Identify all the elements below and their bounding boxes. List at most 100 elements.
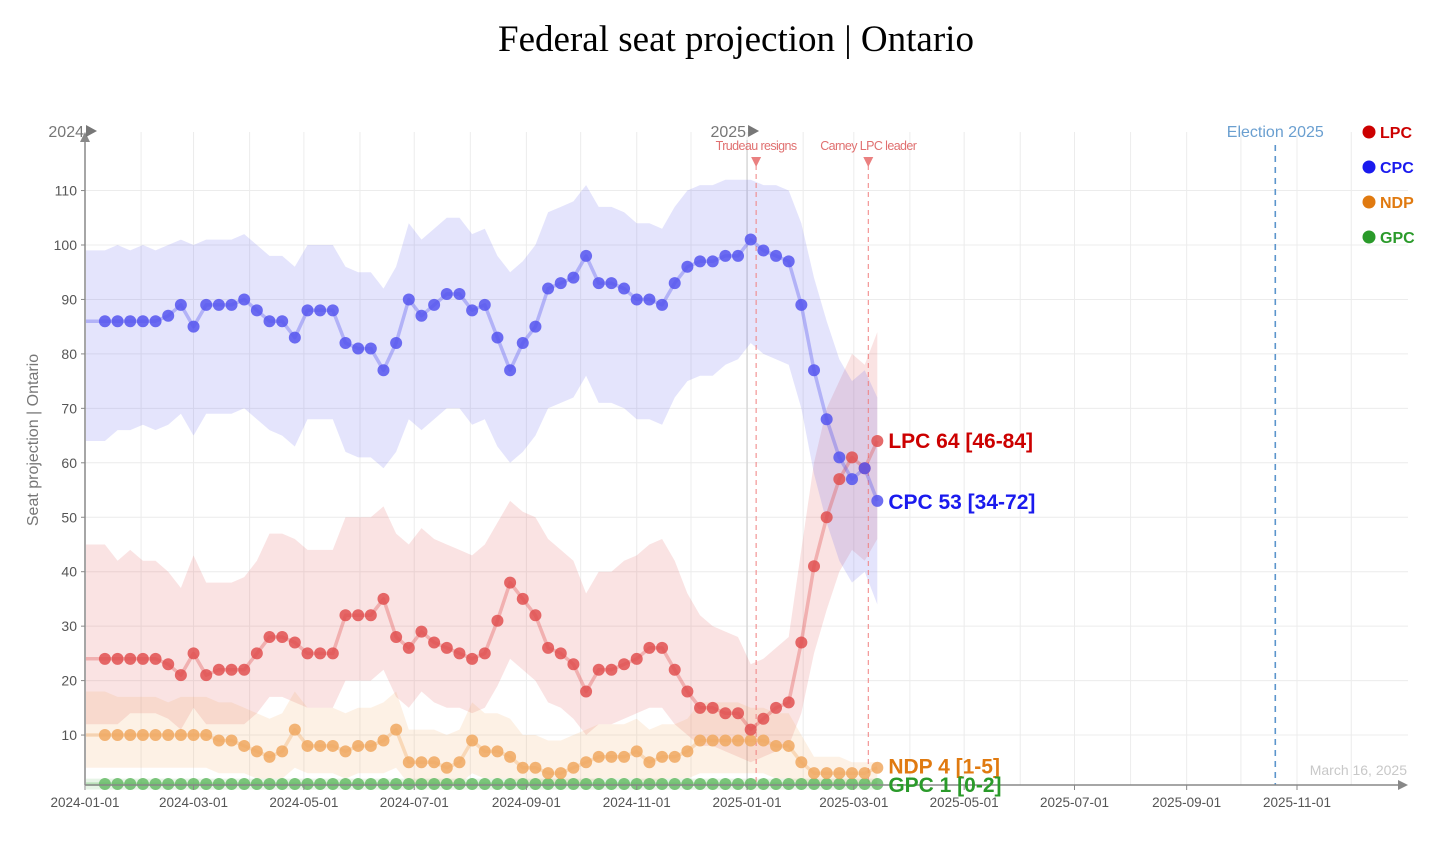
point-lpc (478, 647, 491, 660)
point-lpc (314, 647, 327, 660)
point-gpc (529, 778, 542, 791)
point-gpc (314, 778, 327, 791)
point-ndp (833, 767, 846, 780)
end-label-lpc: LPC 64 [46-84] (888, 430, 1033, 453)
y-axis-arrow (80, 132, 90, 142)
point-gpc (402, 778, 415, 791)
point-lpc (782, 696, 795, 709)
point-lpc (187, 647, 200, 660)
point-cpc (542, 282, 555, 295)
point-lpc (174, 669, 187, 682)
point-ndp (238, 739, 251, 752)
band-ndp (86, 691, 878, 785)
point-lpc (428, 636, 441, 649)
point-gpc (276, 778, 289, 791)
legend-marker-ndp (1362, 195, 1376, 209)
point-ndp (478, 745, 491, 758)
point-ndp (390, 723, 403, 736)
point-ndp (263, 750, 276, 763)
point-cpc (364, 342, 377, 355)
series-points (98, 233, 884, 791)
point-lpc (136, 652, 149, 665)
point-cpc (845, 473, 858, 486)
point-cpc (326, 304, 339, 317)
point-gpc (706, 778, 719, 791)
point-cpc (808, 364, 821, 377)
point-lpc (212, 663, 225, 676)
point-cpc (466, 304, 479, 317)
y-tick-label: 10 (61, 727, 77, 743)
point-lpc (808, 560, 821, 573)
point-gpc (719, 778, 732, 791)
point-ndp (820, 767, 833, 780)
point-lpc (770, 701, 783, 714)
point-ndp (98, 729, 111, 742)
point-cpc (276, 315, 289, 328)
point-gpc (162, 778, 175, 791)
x-tick-label: 2024-01-01 (50, 795, 119, 810)
y-tick-label: 60 (61, 455, 77, 471)
point-cpc (567, 271, 580, 284)
point-lpc (111, 652, 124, 665)
point-gpc (111, 778, 124, 791)
point-ndp (871, 761, 884, 774)
point-ndp (554, 767, 567, 780)
point-cpc (478, 298, 491, 311)
point-lpc (567, 658, 580, 671)
point-cpc (504, 364, 517, 377)
point-lpc (706, 701, 719, 714)
point-ndp (567, 761, 580, 774)
point-cpc (820, 413, 833, 426)
point-cpc (149, 315, 162, 328)
point-cpc (529, 320, 542, 333)
point-ndp (770, 739, 783, 752)
point-gpc (694, 778, 707, 791)
point-cpc (744, 233, 757, 246)
point-cpc (212, 298, 225, 311)
x-tick-label: 2025-01-01 (713, 795, 782, 810)
point-lpc (529, 609, 542, 622)
point-ndp (301, 739, 314, 752)
point-ndp (605, 750, 618, 763)
event-arrow (751, 157, 762, 167)
y-tick-label: 50 (61, 509, 77, 525)
point-lpc (326, 647, 339, 660)
point-lpc (352, 609, 365, 622)
point-ndp (415, 756, 428, 769)
point-gpc (174, 778, 187, 791)
point-ndp (212, 734, 225, 747)
point-ndp (339, 745, 352, 758)
point-gpc (225, 778, 238, 791)
event-label: Trudeau resigns (716, 139, 797, 153)
point-cpc (719, 249, 732, 262)
point-ndp (149, 729, 162, 742)
point-lpc (339, 609, 352, 622)
point-cpc (554, 277, 567, 290)
point-cpc (694, 255, 707, 268)
point-lpc (757, 712, 770, 725)
point-lpc (820, 511, 833, 524)
point-lpc (301, 647, 314, 660)
point-ndp (377, 734, 390, 747)
point-cpc (795, 298, 808, 311)
point-cpc (124, 315, 137, 328)
point-ndp (542, 767, 555, 780)
point-gpc (428, 778, 441, 791)
point-ndp (326, 739, 339, 752)
point-ndp (858, 767, 871, 780)
point-cpc (580, 249, 593, 262)
point-gpc (263, 778, 276, 791)
point-gpc (491, 778, 504, 791)
point-gpc (744, 778, 757, 791)
y-tick-label: 70 (61, 400, 77, 416)
point-lpc (592, 663, 605, 676)
confidence-bands (86, 179, 878, 790)
point-gpc (618, 778, 631, 791)
point-cpc (339, 337, 352, 350)
point-ndp (529, 761, 542, 774)
annotations: 2024 2025 LPC CPC NDP GPC LPC 64 [46-84] CPC 53… (48, 124, 1415, 797)
point-cpc (288, 331, 301, 344)
point-gpc (352, 778, 365, 791)
point-gpc (390, 778, 403, 791)
